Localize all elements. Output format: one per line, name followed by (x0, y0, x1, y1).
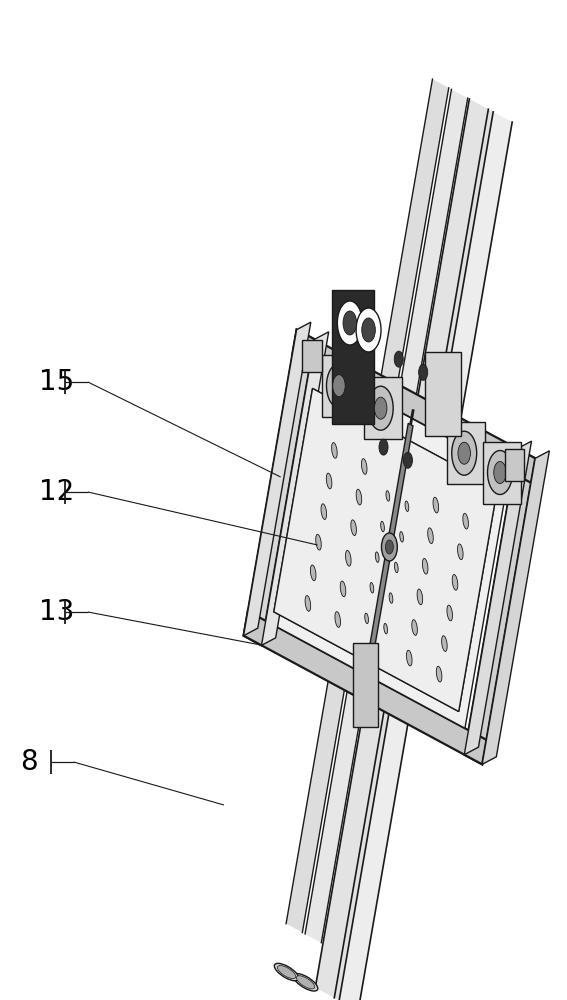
Ellipse shape (428, 528, 433, 544)
Text: 13: 13 (39, 598, 74, 626)
Ellipse shape (365, 613, 369, 624)
Ellipse shape (447, 605, 452, 621)
Circle shape (337, 301, 362, 345)
Circle shape (458, 442, 471, 464)
Ellipse shape (305, 596, 311, 611)
Ellipse shape (395, 562, 398, 573)
Ellipse shape (293, 974, 318, 991)
Ellipse shape (327, 473, 332, 489)
Polygon shape (269, 366, 510, 728)
Ellipse shape (351, 520, 357, 536)
Text: 8: 8 (20, 748, 37, 776)
Circle shape (488, 451, 513, 495)
Circle shape (386, 540, 393, 554)
Circle shape (327, 364, 352, 408)
Circle shape (374, 397, 387, 419)
Ellipse shape (310, 565, 316, 581)
Ellipse shape (340, 581, 346, 597)
Polygon shape (293, 330, 535, 483)
Ellipse shape (321, 504, 327, 519)
Circle shape (333, 375, 345, 397)
Ellipse shape (437, 666, 442, 682)
Ellipse shape (422, 558, 428, 574)
Polygon shape (286, 79, 448, 932)
Ellipse shape (452, 575, 458, 590)
Ellipse shape (458, 544, 463, 560)
Polygon shape (244, 322, 311, 636)
Polygon shape (261, 332, 329, 645)
Ellipse shape (375, 552, 379, 562)
Ellipse shape (297, 976, 315, 989)
FancyBboxPatch shape (483, 442, 521, 504)
Polygon shape (274, 388, 497, 712)
Polygon shape (366, 423, 413, 671)
FancyBboxPatch shape (332, 290, 374, 424)
Ellipse shape (335, 612, 341, 627)
Ellipse shape (277, 966, 296, 979)
Polygon shape (335, 109, 512, 1000)
Ellipse shape (442, 636, 447, 651)
Circle shape (418, 364, 428, 380)
Ellipse shape (274, 963, 299, 981)
FancyBboxPatch shape (363, 377, 401, 439)
Ellipse shape (389, 593, 393, 603)
Circle shape (362, 318, 375, 342)
Polygon shape (464, 441, 531, 755)
Circle shape (382, 533, 397, 561)
Ellipse shape (332, 443, 337, 458)
Circle shape (403, 452, 412, 468)
Polygon shape (274, 388, 497, 712)
Circle shape (494, 462, 506, 484)
FancyBboxPatch shape (447, 422, 485, 484)
Ellipse shape (356, 489, 362, 505)
Circle shape (379, 439, 388, 455)
Ellipse shape (400, 532, 404, 542)
Ellipse shape (361, 459, 367, 474)
Ellipse shape (386, 491, 390, 501)
Ellipse shape (412, 620, 417, 635)
Polygon shape (244, 330, 315, 645)
FancyBboxPatch shape (302, 340, 321, 372)
Polygon shape (305, 89, 468, 943)
Polygon shape (464, 449, 535, 764)
FancyBboxPatch shape (353, 643, 378, 727)
Ellipse shape (345, 550, 351, 566)
Polygon shape (482, 451, 549, 764)
Text: 12: 12 (39, 478, 74, 506)
FancyBboxPatch shape (425, 352, 461, 436)
Ellipse shape (463, 513, 468, 529)
Ellipse shape (405, 501, 409, 511)
FancyBboxPatch shape (505, 449, 524, 481)
Circle shape (343, 311, 357, 335)
Text: 15: 15 (39, 368, 74, 396)
Circle shape (452, 431, 477, 475)
Circle shape (356, 308, 381, 352)
Ellipse shape (316, 534, 321, 550)
Ellipse shape (380, 521, 384, 532)
Ellipse shape (417, 589, 422, 605)
Circle shape (368, 386, 393, 430)
Ellipse shape (370, 583, 374, 593)
Ellipse shape (407, 650, 412, 666)
Polygon shape (244, 611, 486, 764)
Polygon shape (315, 99, 493, 1000)
Ellipse shape (433, 497, 439, 513)
Ellipse shape (384, 623, 387, 634)
FancyBboxPatch shape (322, 355, 360, 417)
Circle shape (394, 351, 403, 367)
